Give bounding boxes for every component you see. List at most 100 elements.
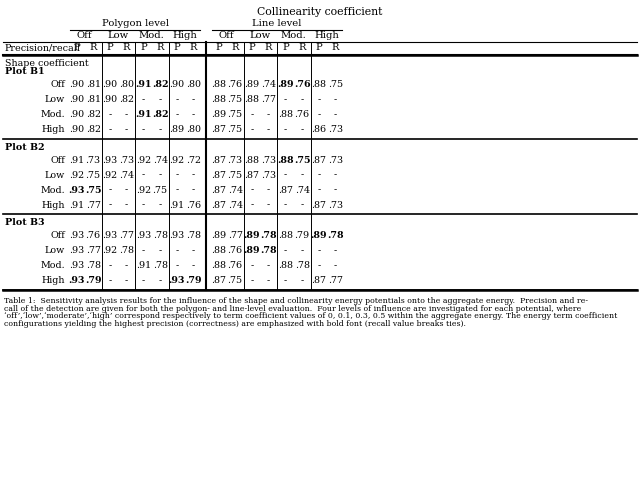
Text: -: - bbox=[175, 186, 179, 194]
Text: -: - bbox=[284, 200, 287, 209]
Text: .93: .93 bbox=[169, 231, 184, 240]
Text: -: - bbox=[108, 126, 111, 134]
Text: Mod.: Mod. bbox=[40, 261, 65, 270]
Text: -: - bbox=[250, 261, 253, 270]
Text: P: P bbox=[73, 44, 80, 52]
Text: -: - bbox=[175, 96, 179, 104]
Text: -: - bbox=[108, 200, 111, 209]
Text: Line level: Line level bbox=[252, 20, 301, 28]
Text: .76: .76 bbox=[228, 80, 243, 90]
Text: .78: .78 bbox=[294, 261, 310, 270]
Text: -: - bbox=[267, 126, 270, 134]
Text: Mod.: Mod. bbox=[40, 110, 65, 120]
Text: .89: .89 bbox=[244, 246, 260, 255]
Text: Table 1:  Sensitivity analysis results for the influence of the shape and collin: Table 1: Sensitivity analysis results fo… bbox=[4, 296, 588, 304]
Text: -: - bbox=[301, 276, 304, 285]
Text: Mod.: Mod. bbox=[281, 32, 307, 40]
Text: Mod.: Mod. bbox=[139, 32, 164, 40]
Text: .78: .78 bbox=[260, 231, 277, 240]
Text: .80: .80 bbox=[186, 80, 201, 90]
Text: .75: .75 bbox=[228, 96, 243, 104]
Text: .91: .91 bbox=[69, 156, 84, 164]
Text: Collinearity coefficient: Collinearity coefficient bbox=[257, 7, 383, 17]
Text: -: - bbox=[334, 186, 337, 194]
Text: .93: .93 bbox=[68, 246, 84, 255]
Text: .93: .93 bbox=[102, 231, 118, 240]
Text: .92: .92 bbox=[136, 186, 151, 194]
Text: R: R bbox=[332, 44, 339, 52]
Text: -: - bbox=[159, 126, 162, 134]
Text: -: - bbox=[317, 246, 321, 255]
Text: High: High bbox=[42, 126, 65, 134]
Text: .73: .73 bbox=[328, 156, 343, 164]
Text: configurations yielding the highest precision (correctness) are emphasized with : configurations yielding the highest prec… bbox=[4, 320, 466, 328]
Text: -: - bbox=[334, 246, 337, 255]
Text: .73: .73 bbox=[328, 126, 343, 134]
Text: -: - bbox=[192, 170, 195, 179]
Text: .76: .76 bbox=[294, 110, 310, 120]
Text: .75: .75 bbox=[152, 186, 168, 194]
Text: -: - bbox=[159, 276, 162, 285]
Text: Shape coefficient: Shape coefficient bbox=[5, 58, 88, 68]
Text: .77: .77 bbox=[86, 200, 100, 209]
Text: call of the detection are given for both the polygon- and line-level evaluation.: call of the detection are given for both… bbox=[4, 304, 581, 312]
Text: .76: .76 bbox=[86, 231, 100, 240]
Text: ‘off’,‘low’,‘moderate’,‘high’ correspond respectively to term coefficient values: ‘off’,‘low’,‘moderate’,‘high’ correspond… bbox=[4, 312, 618, 320]
Text: .89: .89 bbox=[277, 80, 294, 90]
Text: -: - bbox=[317, 261, 321, 270]
Text: .72: .72 bbox=[186, 156, 201, 164]
Text: R: R bbox=[298, 44, 306, 52]
Text: .73: .73 bbox=[119, 156, 134, 164]
Text: .88: .88 bbox=[244, 156, 259, 164]
Text: -: - bbox=[284, 126, 287, 134]
Text: -: - bbox=[250, 200, 253, 209]
Text: .92: .92 bbox=[102, 246, 117, 255]
Text: -: - bbox=[175, 110, 179, 120]
Text: .92: .92 bbox=[69, 170, 84, 179]
Text: .75: .75 bbox=[228, 126, 243, 134]
Text: .92: .92 bbox=[170, 156, 184, 164]
Text: -: - bbox=[192, 110, 195, 120]
Text: -: - bbox=[250, 186, 253, 194]
Text: Plot B2: Plot B2 bbox=[5, 142, 45, 152]
Text: -: - bbox=[125, 200, 128, 209]
Text: .82: .82 bbox=[86, 126, 100, 134]
Text: .75: .75 bbox=[228, 110, 243, 120]
Text: .86: .86 bbox=[311, 126, 326, 134]
Text: .93: .93 bbox=[102, 156, 118, 164]
Text: .77: .77 bbox=[119, 231, 134, 240]
Text: -: - bbox=[267, 110, 270, 120]
Text: -: - bbox=[125, 126, 128, 134]
Text: .87: .87 bbox=[244, 170, 259, 179]
Text: -: - bbox=[334, 261, 337, 270]
Text: .92: .92 bbox=[102, 170, 117, 179]
Text: -: - bbox=[317, 110, 321, 120]
Text: -: - bbox=[141, 200, 145, 209]
Text: .93: .93 bbox=[136, 231, 151, 240]
Text: .88: .88 bbox=[278, 261, 293, 270]
Text: -: - bbox=[267, 200, 270, 209]
Text: R: R bbox=[156, 44, 164, 52]
Text: .90: .90 bbox=[170, 80, 184, 90]
Text: .74: .74 bbox=[152, 156, 168, 164]
Text: P: P bbox=[173, 44, 180, 52]
Text: -: - bbox=[108, 186, 111, 194]
Text: .93: .93 bbox=[68, 276, 84, 285]
Text: Low: Low bbox=[108, 32, 129, 40]
Text: Low: Low bbox=[45, 170, 65, 179]
Text: Low: Low bbox=[45, 246, 65, 255]
Text: -: - bbox=[192, 246, 195, 255]
Text: -: - bbox=[192, 186, 195, 194]
Text: .92: .92 bbox=[136, 156, 151, 164]
Text: Off: Off bbox=[51, 80, 65, 90]
Text: .76: .76 bbox=[186, 200, 201, 209]
Text: .77: .77 bbox=[261, 96, 276, 104]
Text: .75: .75 bbox=[294, 156, 310, 164]
Text: Off: Off bbox=[77, 32, 93, 40]
Text: .90: .90 bbox=[69, 80, 84, 90]
Text: .89: .89 bbox=[211, 231, 226, 240]
Text: Mod.: Mod. bbox=[40, 186, 65, 194]
Text: .79: .79 bbox=[85, 276, 101, 285]
Text: -: - bbox=[284, 96, 287, 104]
Text: -: - bbox=[141, 126, 145, 134]
